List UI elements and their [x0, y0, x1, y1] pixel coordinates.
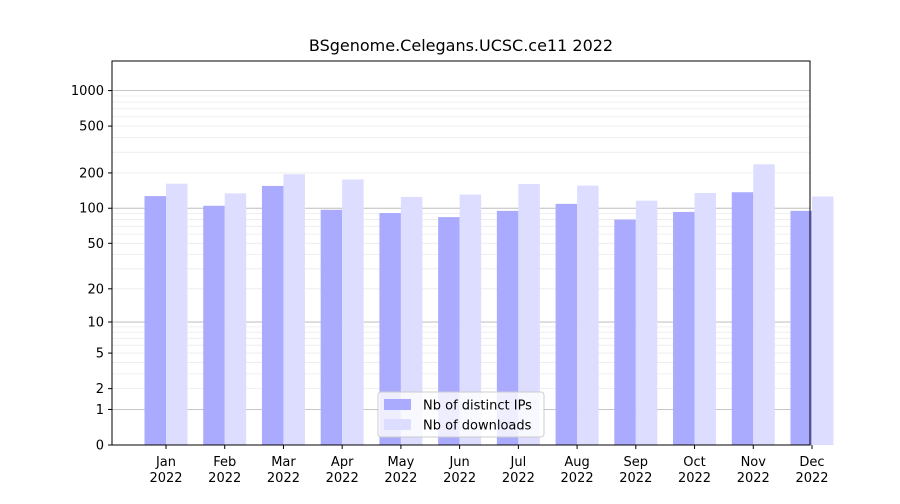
bar-downloads [577, 185, 599, 445]
x-tick-label-year: 2022 [443, 471, 476, 486]
x-tick-label-month: Apr [331, 455, 354, 470]
y-tick-label: 5 [96, 347, 104, 362]
legend: Nb of distinct IPs Nb of downloads [377, 391, 545, 438]
bar-distinct-ips [673, 211, 695, 445]
x-tick-label-year: 2022 [678, 471, 711, 486]
bar-downloads [166, 183, 188, 445]
bar-downloads [753, 164, 775, 445]
bar-downloads [635, 200, 658, 445]
legend-label-downloads: Nb of downloads [423, 419, 532, 434]
bar-downloads [518, 184, 540, 446]
bar-distinct-ips [379, 213, 401, 445]
x-tick-label-year: 2022 [384, 471, 417, 486]
bar-downloads [812, 196, 834, 445]
bar-distinct-ips [261, 185, 284, 445]
bar-distinct-ips [614, 219, 636, 445]
bar-distinct-ips [555, 203, 578, 445]
bar-downloads [400, 196, 423, 445]
x-tick-label-month: Aug [564, 455, 589, 470]
x-tick-label-year: 2022 [561, 471, 594, 486]
bar-distinct-ips [144, 196, 166, 445]
y-tick-label: 100 [79, 202, 104, 217]
x-tick-label-month: Jan [155, 455, 176, 470]
x-tick-label-year: 2022 [208, 471, 241, 486]
y-tick-label: 1000 [71, 84, 104, 99]
y-tick-label: 200 [79, 166, 104, 181]
x-tick-label-month: May [387, 455, 414, 470]
legend-label-distinct-ips: Nb of distinct IPs [423, 399, 532, 414]
legend-swatch-distinct-ips [384, 399, 411, 410]
x-tick-label-month: Mar [271, 455, 296, 470]
x-tick-label-year: 2022 [795, 471, 828, 486]
bar-distinct-ips [438, 217, 460, 445]
x-tick-label-month: Oct [683, 455, 705, 470]
bar-downloads [283, 174, 305, 445]
x-tick-label-year: 2022 [737, 471, 770, 486]
x-tick-label-year: 2022 [326, 471, 359, 486]
y-tick-label: 500 [79, 120, 104, 135]
bar-downloads [342, 179, 364, 446]
y-tick-label: 0 [96, 439, 104, 454]
x-tick-label-month: Dec [799, 455, 824, 470]
x-tick-label-year: 2022 [149, 471, 182, 486]
bar-downloads [459, 194, 482, 445]
legend-box [377, 391, 545, 438]
x-tick-label-year: 2022 [619, 471, 652, 486]
y-tick-label: 20 [87, 282, 104, 297]
bar-distinct-ips [496, 210, 519, 445]
y-tick-label: 1 [96, 403, 104, 418]
bar-downloads [694, 192, 717, 445]
bar-distinct-ips [731, 192, 754, 445]
bar-distinct-ips [203, 205, 225, 445]
x-tick-label-month: Sep [624, 455, 649, 470]
bar-distinct-ips [790, 210, 812, 445]
x-tick-label-year: 2022 [267, 471, 300, 486]
bar-distinct-ips [320, 209, 343, 445]
x-tick-label-month: Jun [448, 455, 469, 470]
x-tick-label-year: 2022 [502, 471, 535, 486]
y-tick-label: 50 [87, 237, 104, 252]
x-tick-label-month: Feb [213, 455, 236, 470]
x-tick-label-month: Nov [741, 455, 767, 470]
bar-downloads [224, 193, 247, 445]
chart-title: BSgenome.Celegans.UCSC.ce11 2022 [308, 36, 614, 55]
x-tick-label-month: Jul [510, 455, 527, 470]
y-tick-label: 2 [96, 382, 104, 397]
plot-frame [111, 60, 811, 446]
legend-swatch-downloads [384, 419, 411, 430]
y-tick-label: 10 [87, 315, 104, 330]
